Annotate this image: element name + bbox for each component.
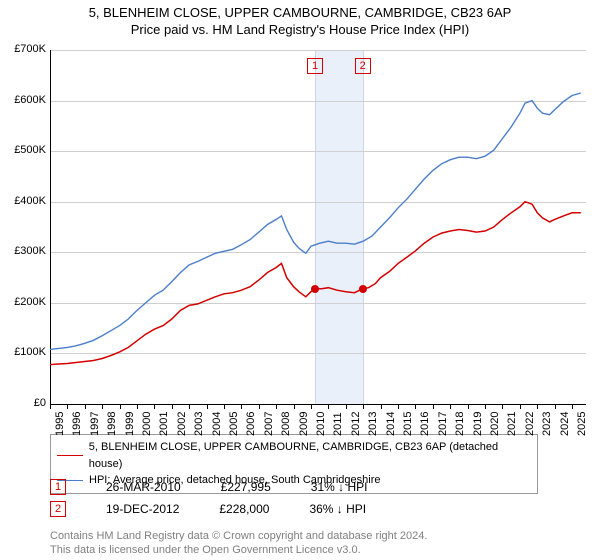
transaction-date: 26-MAR-2010 <box>106 480 181 494</box>
transaction-delta: 36% ↓ HPI <box>309 502 366 516</box>
transaction-date: 19-DEC-2012 <box>106 502 179 516</box>
x-tick-label: 1998 <box>106 412 118 436</box>
x-tick-label: 2010 <box>315 412 327 436</box>
x-tick-label: 2019 <box>472 412 484 436</box>
sale-marker-label: 1 <box>307 58 323 74</box>
x-tick-label: 1995 <box>54 412 66 436</box>
y-tick-label: £0 <box>34 397 46 409</box>
x-tick-label: 2013 <box>367 412 379 436</box>
x-tick-label: 1997 <box>89 412 101 436</box>
sale-marker-label: 2 <box>355 58 371 74</box>
y-tick-label: £200K <box>14 296 46 308</box>
y-tick-label: £400K <box>14 195 46 207</box>
x-tick-label: 2000 <box>141 412 153 436</box>
legend-swatch-property <box>57 455 83 456</box>
footnote-line: Contains HM Land Registry data © Crown c… <box>50 530 427 542</box>
x-tick-label: 2023 <box>541 412 553 436</box>
y-tick-label: £500K <box>14 144 46 156</box>
y-tick-label: £700K <box>14 43 46 55</box>
x-tick-label: 2018 <box>454 412 466 436</box>
x-tick-label: 2002 <box>176 412 188 436</box>
x-tick-label: 2003 <box>193 412 205 436</box>
transaction-delta: 31% ↓ HPI <box>311 480 368 494</box>
shaded-period <box>315 50 363 404</box>
x-tick-label: 2005 <box>228 412 240 436</box>
x-tick-label: 2022 <box>524 412 536 436</box>
x-tick-label: 2025 <box>576 412 588 436</box>
sale-dot <box>359 285 367 293</box>
transaction-marker: 1 <box>50 479 66 495</box>
x-tick-label: 2006 <box>245 412 257 436</box>
x-tick-label: 2016 <box>419 412 431 436</box>
x-tick-label: 1996 <box>71 412 83 436</box>
transaction-row: 1 26-MAR-2010 £227,995 31% ↓ HPI <box>50 479 367 495</box>
x-tick-label: 2014 <box>385 412 397 436</box>
legend-row: 5, BLENHEIM CLOSE, UPPER CAMBOURNE, CAMB… <box>57 439 531 472</box>
x-tick-label: 2001 <box>158 412 170 436</box>
x-tick-label: 2004 <box>211 412 223 436</box>
legend-label-property: 5, BLENHEIM CLOSE, UPPER CAMBOURNE, CAMB… <box>89 439 531 472</box>
y-tick-label: £300K <box>14 245 46 257</box>
x-tick-label: 2008 <box>280 412 292 436</box>
transaction-row: 2 19-DEC-2012 £228,000 36% ↓ HPI <box>50 501 366 517</box>
y-tick-label: £600K <box>14 94 46 106</box>
x-tick-label: 1999 <box>124 412 136 436</box>
chart-subtitle: Price paid vs. HM Land Registry's House … <box>0 22 600 37</box>
chart-title: 5, BLENHEIM CLOSE, UPPER CAMBOURNE, CAMB… <box>0 0 600 22</box>
x-tick-label: 2021 <box>506 412 518 436</box>
x-tick-label: 2011 <box>332 412 344 436</box>
x-tick-label: 2015 <box>402 412 414 436</box>
transaction-marker: 2 <box>50 501 66 517</box>
transaction-price: £228,000 <box>219 502 269 516</box>
x-tick-label: 2007 <box>263 412 275 436</box>
x-tick-label: 2017 <box>437 412 449 436</box>
transaction-price: £227,995 <box>221 480 271 494</box>
footnote-line: This data is licensed under the Open Gov… <box>50 544 361 556</box>
x-tick-label: 2012 <box>350 412 362 436</box>
sale-dot <box>311 285 319 293</box>
x-tick-label: 2024 <box>559 412 571 436</box>
y-tick-label: £100K <box>14 346 46 358</box>
x-tick-label: 2009 <box>298 412 310 436</box>
x-tick-label: 2020 <box>489 412 501 436</box>
